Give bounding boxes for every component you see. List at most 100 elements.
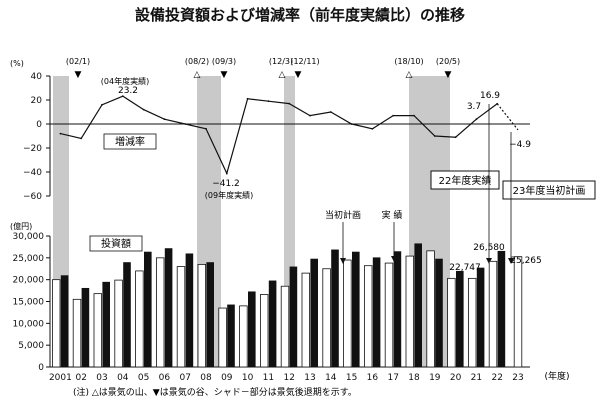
growth-point [475, 118, 478, 121]
plan-bar [467, 277, 477, 368]
plan-bar [343, 259, 352, 368]
series-label-growth-box [103, 133, 157, 150]
line-axis: (%) 40 20 0 −20 −40 −60 [10, 59, 530, 202]
plan-label: 当初計画 [325, 209, 361, 221]
line-y-tick-label: −40 [23, 168, 42, 178]
x-tick-label: 13 [304, 373, 315, 383]
actual-bar [331, 249, 339, 367]
actual-label: 実 績 [382, 209, 403, 221]
x-tick-label: 17 [387, 373, 398, 383]
x-tick-label: 14 [325, 373, 337, 383]
cycle-label: (12/11) [290, 57, 319, 66]
actual-bar [102, 281, 110, 367]
actual-bar [81, 287, 90, 367]
x-unit: (年度) [544, 370, 569, 382]
plan-bar [363, 265, 373, 368]
x-tick-label: 07 [179, 373, 190, 383]
cycle-symbol: ▼ [445, 70, 452, 80]
chart-note: (注) △は景気の山、▼は景気の谷、シャド－部分は景気後退期を示す。 [73, 386, 357, 398]
plan-bar [513, 256, 523, 368]
growth-point [433, 135, 436, 137]
cycle-label: (12/3) [269, 57, 293, 66]
plan-bar [93, 293, 102, 368]
actual-22-label: 22年度実績 [439, 174, 492, 187]
actual-bar [372, 257, 381, 367]
plan-bar [239, 305, 248, 368]
actual-bar [123, 262, 131, 367]
x-tick-label: 12 [283, 373, 294, 383]
cycle-markers: (02/1) ▼ (08/2) △ (09/3) ▼ (12/3) △ (12/… [66, 57, 460, 80]
actual-bar [185, 253, 194, 367]
actual-bar [456, 270, 464, 367]
annot-09-label: (09年度実績) [205, 190, 253, 200]
plan-bar [176, 266, 186, 368]
growth-point [225, 172, 228, 175]
series-label-growth: 増減率 [115, 135, 145, 148]
actual-bar [144, 251, 152, 367]
line-y-tick-label: 0 [36, 120, 42, 130]
actual-bar [164, 248, 173, 367]
x-tick-label: 23 [512, 373, 523, 383]
x-tick-label: 05 [138, 373, 149, 383]
x-tick-label: 22 [491, 373, 502, 383]
growth-point [371, 127, 374, 130]
value-23: 25,265 [510, 256, 542, 266]
growth-line [60, 95, 498, 176]
plan-bar [52, 279, 61, 368]
x-tick-label: 09 [221, 373, 233, 383]
annot-04-label: (04年度実績) [101, 76, 149, 86]
growth-point [121, 95, 124, 98]
line-unit: (%) [10, 59, 24, 68]
plan-bar [114, 279, 123, 368]
bar-unit: (億円) [10, 221, 32, 231]
growth-point [142, 108, 145, 111]
plan-bar [447, 277, 456, 368]
plan-bar [280, 285, 290, 368]
bar-y-tick-label: 15,000 [13, 298, 45, 308]
bar-y-tick-label: 5,000 [18, 341, 44, 351]
actual-bar [393, 251, 402, 367]
plan-bar [72, 298, 82, 368]
annot-04-value: 23.2 [118, 86, 138, 96]
growth-point [454, 136, 457, 139]
growth-point [309, 114, 311, 117]
annot-22: 16.9 [480, 91, 500, 101]
growth-point [246, 97, 249, 100]
growth-point [350, 123, 353, 125]
cycle-symbol: △ [406, 70, 413, 80]
cycle-symbol: ▼ [295, 70, 302, 80]
series-label-invest: 投資額 [101, 237, 131, 250]
plan-bar [197, 263, 206, 368]
actual-bar [206, 262, 214, 367]
arrowhead [508, 258, 514, 264]
actual-bar [497, 250, 506, 367]
x-tick-label: 06 [159, 373, 171, 383]
growth-point [413, 114, 415, 117]
growth-plan-line [496, 103, 519, 131]
cycle-label: (09/3) [212, 57, 236, 66]
x-tick-label: 02 [75, 373, 86, 383]
line-y-tick-label: 40 [31, 72, 43, 82]
annot-09-value: −41.2 [212, 179, 240, 189]
x-tick-label: 19 [429, 373, 441, 383]
growth-point [267, 100, 270, 103]
actual-bar [227, 304, 235, 367]
plan-bar [322, 268, 331, 368]
plan-23-label: 23年度当初計画 [513, 184, 586, 197]
plan-bar [384, 262, 394, 368]
actual-bar [476, 267, 485, 367]
actual-bar [352, 251, 360, 367]
x-tick-label: 20 [450, 373, 462, 383]
arrowhead [340, 258, 346, 264]
growth-point [163, 118, 166, 121]
arrowhead [391, 256, 397, 262]
actual-bar [435, 258, 443, 367]
x-tick-label: 21 [471, 373, 482, 383]
series-label-invest-box [89, 235, 143, 252]
actual-22-box [430, 170, 500, 190]
plan-bar [218, 307, 227, 368]
x-tick-label: 10 [242, 373, 254, 383]
line-y-tick-label: 20 [31, 96, 43, 106]
cycle-label: (02/1) [66, 57, 90, 66]
